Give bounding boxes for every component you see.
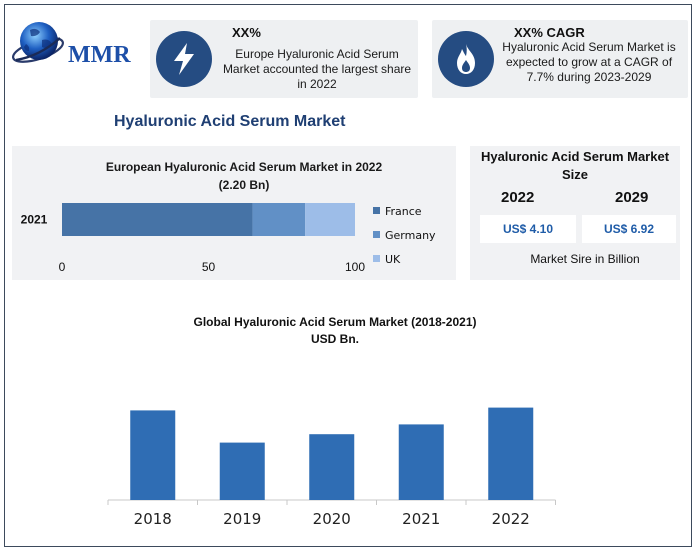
- legend-label-germany: Germany: [385, 229, 436, 242]
- bar-2019: [219, 442, 265, 500]
- globe-icon: [12, 22, 64, 63]
- info-body: Europe Hyaluronic Acid Serum Market acco…: [222, 47, 412, 91]
- info-title: XX%: [232, 25, 261, 40]
- value-2022: US$ 4.10: [480, 215, 576, 243]
- market-size-panel: Hyaluronic Acid Serum Market Size 2022 2…: [470, 146, 680, 280]
- legend-label-uk: UK: [385, 253, 401, 266]
- bar-segment-germany: [252, 203, 306, 236]
- x-tick-label: 2021: [402, 510, 440, 528]
- legend-swatch-germany: [373, 231, 380, 238]
- logo-text: MMR: [68, 42, 131, 68]
- year-2029-label: 2029: [615, 189, 649, 206]
- legend-swatch-uk: [373, 255, 380, 262]
- europe-chart: 2021 0 50 100 France Germany UK: [21, 203, 436, 274]
- x-tick-label: 50: [202, 260, 216, 274]
- x-tick-label: 2020: [313, 510, 351, 528]
- info-box-europe-share: XX% Europe Hyaluronic Acid Serum Market …: [150, 20, 418, 98]
- x-tick-label: 100: [345, 260, 365, 274]
- icon-circle: [438, 31, 494, 87]
- category-label: 2021: [21, 213, 48, 227]
- page-frame: [4, 4, 692, 547]
- bar-2018: [130, 410, 176, 500]
- europe-chart-title: European Hyaluronic Acid Serum Market in…: [105, 160, 383, 192]
- europe-chart-panel: European Hyaluronic Acid Serum Market in…: [12, 146, 456, 280]
- global-chart-title: Global Hyaluronic Acid Serum Market (201…: [193, 315, 477, 346]
- mmr-logo: MMR: [12, 16, 142, 76]
- page-title: Hyaluronic Acid Serum Market: [114, 113, 346, 130]
- bar-2022: [488, 407, 534, 500]
- legend-label-france: France: [385, 205, 422, 218]
- year-2022-label: 2022: [501, 189, 535, 206]
- value-2029: US$ 6.92: [582, 215, 676, 243]
- info-box-cagr: XX% CAGR Hyaluronic Acid Serum Market is…: [432, 20, 688, 98]
- x-tick-label: 0: [59, 260, 66, 274]
- bar-segment-france: [62, 203, 253, 236]
- info-body: Hyaluronic Acid Serum Market is expected…: [502, 40, 676, 84]
- x-tick-label: 2018: [134, 510, 172, 528]
- bar-segment-uk: [305, 203, 355, 236]
- info-title: XX% CAGR: [514, 25, 585, 40]
- bar-2021: [398, 424, 444, 500]
- market-size-note: Market Sire in Billion: [530, 252, 640, 266]
- legend-swatch-france: [373, 207, 380, 214]
- bar-2020: [309, 434, 355, 500]
- x-tick-label: 2019: [223, 510, 261, 528]
- market-size-title: Hyaluronic Acid Serum Market Size: [480, 149, 670, 182]
- lightning-bolt-icon: [174, 43, 194, 75]
- x-tick-label: 2022: [492, 510, 530, 528]
- flame-icon: [457, 44, 475, 74]
- icon-circle: [156, 31, 212, 87]
